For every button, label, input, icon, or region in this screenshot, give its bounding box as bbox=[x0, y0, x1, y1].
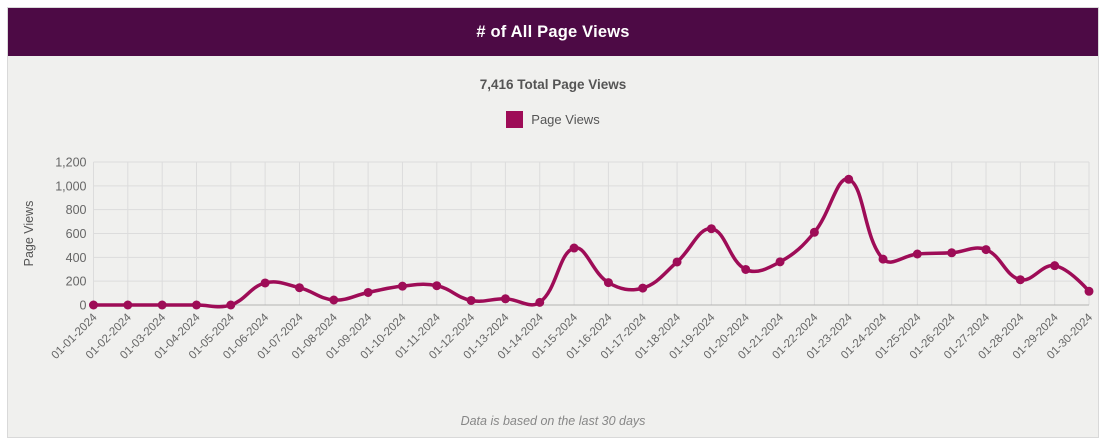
line-chart-svg: 02004006008001,0001,20001-01-202401-02-2… bbox=[22, 156, 1096, 362]
legend-color-swatch bbox=[506, 111, 524, 128]
legend-label: Page Views bbox=[531, 112, 600, 127]
chart-title: # of All Page Views bbox=[476, 22, 630, 41]
page-views-card: # of All Page Views 7,416 Total Page Vie… bbox=[7, 7, 1099, 438]
page-views-line-chart[interactable]: 0 200 400 600 800 1,000 1,200 01-01-2024 01-02-2… bbox=[8, 145, 1098, 393]
footer-note: Data is based on the last 30 days bbox=[460, 414, 646, 428]
svg-text:Page Views: Page Views bbox=[22, 201, 36, 267]
svg-text:1,000: 1,000 bbox=[55, 179, 86, 193]
legend-item-page-views[interactable]: Page Views bbox=[506, 111, 600, 128]
svg-text:200: 200 bbox=[66, 275, 87, 289]
svg-text:1,200: 1,200 bbox=[55, 156, 86, 170]
card-header: # of All Page Views bbox=[8, 8, 1098, 56]
svg-text:0: 0 bbox=[80, 299, 87, 313]
svg-text:800: 800 bbox=[66, 203, 87, 217]
chart-legend: Page Views bbox=[8, 111, 1098, 128]
svg-text:600: 600 bbox=[66, 227, 87, 241]
total-page-views-subtitle: 7,416 Total Page Views bbox=[479, 77, 627, 92]
svg-text:400: 400 bbox=[66, 251, 87, 265]
